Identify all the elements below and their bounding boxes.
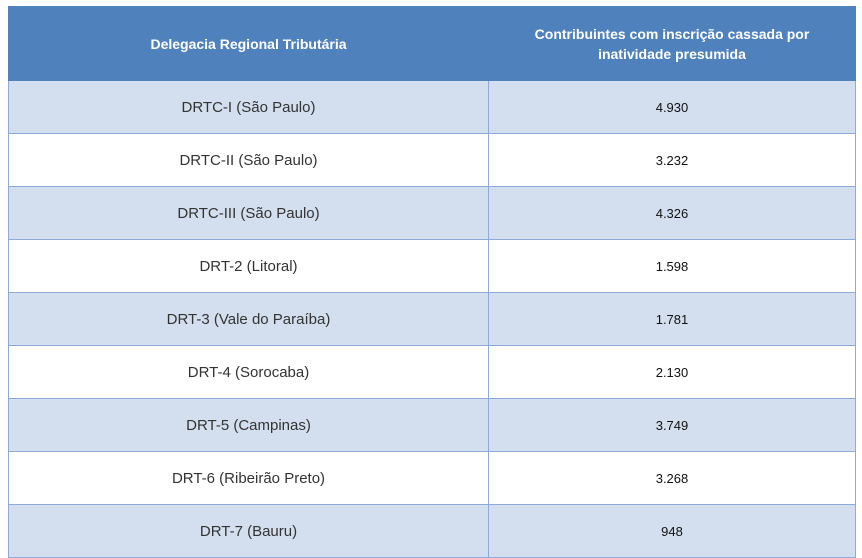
table-row: DRT-2 (Litoral) 1.598 <box>8 239 856 293</box>
region-cell: DRTC-I (São Paulo) <box>8 80 489 134</box>
header-row: Delegacia Regional Tributária Contribuin… <box>8 6 856 81</box>
count-cell: 3.749 <box>488 398 856 452</box>
table-row: DRT-6 (Ribeirão Preto) 3.268 <box>8 451 856 505</box>
table-row: DRTC-III (São Paulo) 4.326 <box>8 186 856 240</box>
count-cell: 2.130 <box>488 345 856 399</box>
table-row: DRTC-II (São Paulo) 3.232 <box>8 133 856 187</box>
table-row: DRTC-I (São Paulo) 4.930 <box>8 80 856 134</box>
region-cell: DRT-2 (Litoral) <box>8 239 489 293</box>
count-cell: 1.598 <box>488 239 856 293</box>
table-row: DRT-4 (Sorocaba) 2.130 <box>8 345 856 399</box>
region-cell: DRTC-II (São Paulo) <box>8 133 489 187</box>
region-cell: DRTC-III (São Paulo) <box>8 186 489 240</box>
region-cell: DRT-5 (Campinas) <box>8 398 489 452</box>
region-cell: DRT-3 (Vale do Paraíba) <box>8 292 489 346</box>
count-cell: 1.781 <box>488 292 856 346</box>
region-cell: DRT-6 (Ribeirão Preto) <box>8 451 489 505</box>
table-row: DRT-7 (Bauru) 948 <box>8 504 856 558</box>
region-cell: DRT-7 (Bauru) <box>8 504 489 558</box>
column-header-region: Delegacia Regional Tributária <box>8 6 489 81</box>
region-cell: DRT-4 (Sorocaba) <box>8 345 489 399</box>
count-cell: 4.930 <box>488 80 856 134</box>
count-cell: 3.232 <box>488 133 856 187</box>
count-cell: 4.326 <box>488 186 856 240</box>
inactivity-table: Delegacia Regional Tributária Contribuin… <box>8 6 856 558</box>
table-row: DRT-3 (Vale do Paraíba) 1.781 <box>8 292 856 346</box>
count-cell: 948 <box>488 504 856 558</box>
count-cell: 3.268 <box>488 451 856 505</box>
table-row: DRT-5 (Campinas) 3.749 <box>8 398 856 452</box>
data-table-container: Delegacia Regional Tributária Contribuin… <box>8 6 856 558</box>
column-header-contributors: Contribuintes com inscrição cassada por … <box>488 6 856 81</box>
